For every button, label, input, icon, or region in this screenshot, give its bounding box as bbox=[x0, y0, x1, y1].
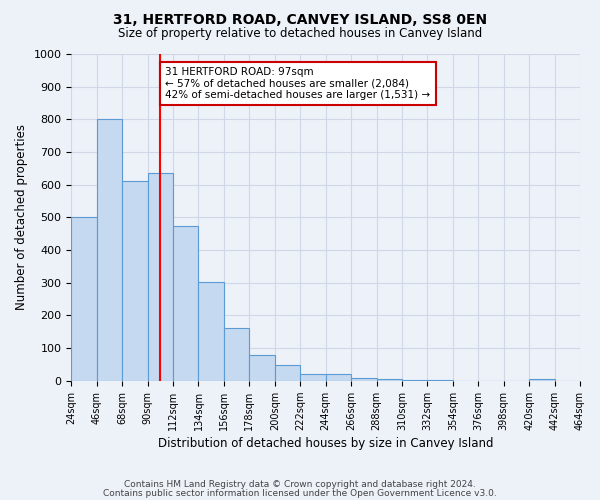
Bar bbox=[148, 174, 173, 381]
Text: Size of property relative to detached houses in Canvey Island: Size of property relative to detached ho… bbox=[118, 28, 482, 40]
Bar bbox=[326, 374, 351, 381]
Text: Contains public sector information licensed under the Open Government Licence v3: Contains public sector information licen… bbox=[103, 488, 497, 498]
X-axis label: Distribution of detached houses by size in Canvey Island: Distribution of detached houses by size … bbox=[158, 437, 493, 450]
Text: Contains HM Land Registry data © Crown copyright and database right 2024.: Contains HM Land Registry data © Crown c… bbox=[124, 480, 476, 489]
Bar bbox=[402, 380, 427, 381]
Text: 31 HERTFORD ROAD: 97sqm
← 57% of detached houses are smaller (2,084)
42% of semi: 31 HERTFORD ROAD: 97sqm ← 57% of detache… bbox=[166, 67, 431, 100]
Bar bbox=[71, 218, 97, 381]
Bar bbox=[275, 366, 300, 381]
Bar bbox=[199, 282, 224, 381]
Bar bbox=[224, 328, 250, 381]
Bar bbox=[351, 378, 377, 381]
Bar bbox=[122, 182, 148, 381]
Y-axis label: Number of detached properties: Number of detached properties bbox=[15, 124, 28, 310]
Bar bbox=[529, 379, 554, 381]
Bar bbox=[377, 379, 402, 381]
Bar bbox=[250, 356, 275, 381]
Bar bbox=[173, 226, 199, 381]
Bar bbox=[427, 380, 453, 381]
Text: 31, HERTFORD ROAD, CANVEY ISLAND, SS8 0EN: 31, HERTFORD ROAD, CANVEY ISLAND, SS8 0E… bbox=[113, 12, 487, 26]
Bar bbox=[97, 120, 122, 381]
Bar bbox=[300, 374, 326, 381]
